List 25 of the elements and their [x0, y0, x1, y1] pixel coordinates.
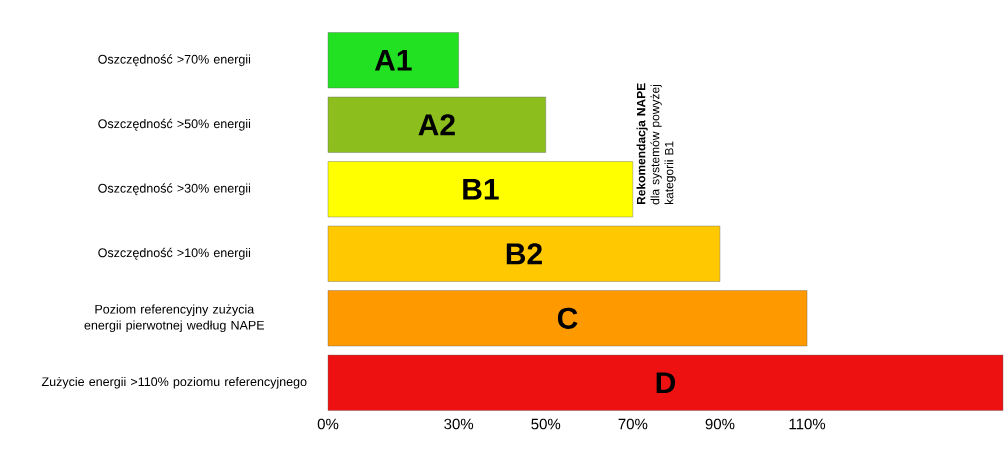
y-tick-label: Oszczędność >70% energii: [98, 54, 251, 67]
y-tick-label: Poziom referencyjny zużycia energii pierwotnej według NAPE: [84, 304, 265, 333]
y-tick-label: Oszczędność >30% energii: [98, 183, 251, 196]
x-tick-label: 0%: [317, 418, 339, 430]
x-tick-label: 70%: [618, 418, 648, 430]
data-label: D: [656, 372, 676, 394]
bar: [327, 354, 1004, 411]
data-label: B1: [463, 178, 499, 200]
x-tick-label: 110%: [789, 418, 826, 430]
bar: [327, 161, 634, 218]
bar: [327, 96, 546, 153]
y-tick-label: Zużycie energii >110% poziomu referencyjnego: [41, 376, 307, 389]
bar: [327, 32, 459, 89]
data-label: C: [557, 307, 578, 329]
x-tick-label: 90%: [705, 418, 735, 430]
annotation: Rekomendacja NAPE dla systemów powyżej kategorii B1: [636, 83, 676, 205]
y-tick-label: Oszczędność >10% energii: [98, 247, 251, 260]
bar: [327, 290, 808, 347]
data-label: B2: [506, 243, 542, 265]
bar: [327, 225, 721, 282]
x-tick-label: 50%: [531, 418, 561, 430]
data-label: A1: [374, 49, 412, 71]
x-tick-label: 30%: [444, 418, 474, 430]
y-tick-label: Oszczędność >50% energii: [98, 118, 251, 131]
data-label: A2: [418, 114, 455, 136]
